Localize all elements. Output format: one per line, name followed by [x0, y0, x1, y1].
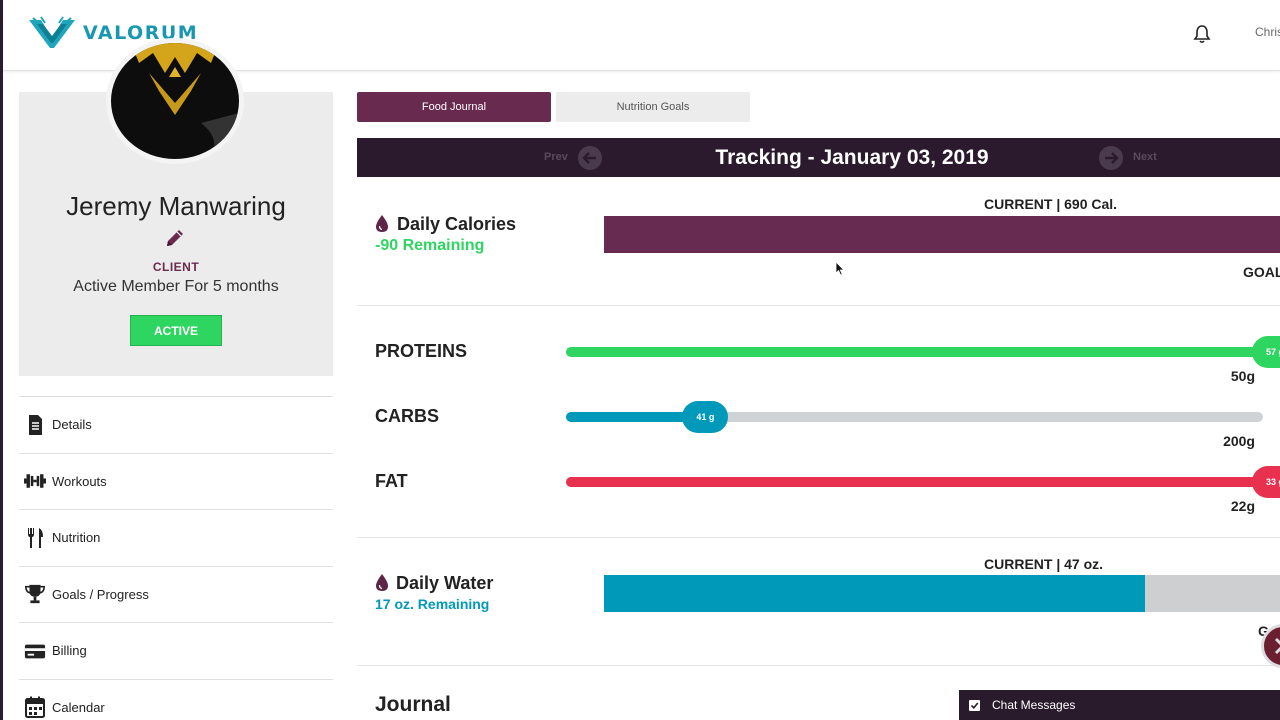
sidebar-item-label: Workouts [52, 473, 107, 489]
sidebar-item-label: Calendar [52, 699, 105, 715]
active-status-button[interactable]: ACTIVE [130, 315, 222, 346]
fat-progress-fill [566, 477, 1263, 487]
profile-name: Jeremy Manwaring [66, 191, 286, 221]
daily-calories-title: Daily Calories [397, 214, 517, 234]
carbs-label: CARBS [375, 406, 440, 426]
chat-messages-bar[interactable]: Chat Messages [959, 690, 1280, 720]
pencil-icon[interactable] [163, 226, 187, 250]
credit-card-icon [18, 640, 52, 662]
document-icon [18, 414, 52, 436]
chat-checkbox-icon[interactable] [969, 699, 980, 711]
proteins-label: PROTEINS [375, 341, 468, 361]
calendar-icon [18, 696, 52, 719]
user-name[interactable]: Chris [1255, 25, 1280, 39]
sidebar-item-workouts[interactable]: Workouts [18, 452, 333, 510]
water-progress-bar [604, 575, 1280, 612]
arrow-left-circle-icon[interactable] [577, 145, 603, 171]
calories-progress-fill [604, 216, 1280, 253]
bell-icon[interactable] [1193, 24, 1211, 44]
water-goal-label: G [1258, 623, 1269, 639]
carbs-current-badge[interactable]: 41 g [682, 401, 729, 433]
section-divider [357, 665, 1280, 666]
sidebar-item-label: Billing [52, 643, 87, 659]
carbs-progress-fill [566, 412, 706, 422]
tab-food-journal[interactable]: Food Journal [357, 92, 551, 122]
calories-progress-bar [604, 216, 1280, 253]
tracking-date-bar: Prev Tracking - January 03, 2019 Next [357, 138, 1280, 177]
trophy-icon [18, 583, 52, 605]
profile-role: CLIENT [152, 260, 200, 274]
proteins-goal: 50g [1230, 368, 1255, 384]
drop-icon [376, 215, 388, 232]
fat-current-badge[interactable]: 33 g [1252, 466, 1280, 498]
fat-progress-bar: 33 g [566, 466, 1280, 498]
close-icon [1274, 637, 1280, 655]
membership-duration: Active Member For 5 months [73, 278, 279, 295]
chat-messages-label: Chat Messages [992, 698, 1076, 712]
calories-remaining: -90 Remaining [375, 237, 485, 254]
chat-launcher-button[interactable] [1261, 624, 1280, 668]
carbs-progress-bar: 41 g [566, 401, 1263, 433]
sidebar-item-calendar[interactable]: Calendar [18, 678, 333, 720]
sidebar-item-nutrition[interactable]: Nutrition [19, 509, 333, 566]
next-day-label[interactable]: Next [1133, 151, 1157, 163]
fat-label: FAT [375, 471, 408, 491]
prev-day-label[interactable]: Prev [544, 151, 568, 163]
sidebar-item-label: Goals / Progress [52, 586, 149, 602]
section-divider [357, 537, 1280, 538]
valorum-logo-icon [29, 16, 75, 48]
fat-goal: 22g [1230, 498, 1255, 514]
crest-emblem-icon [131, 43, 239, 159]
drop-icon [376, 574, 388, 591]
dumbbell-icon [18, 470, 52, 492]
sidebar-item-goals-progress[interactable]: Goals / Progress [18, 565, 333, 623]
tracking-title: Tracking - January 03, 2019 [715, 146, 989, 169]
calories-current: CURRENT | 690 Cal. [984, 196, 1118, 212]
sidebar-item-label: Nutrition [52, 530, 101, 546]
sidebar-item-details[interactable]: Details [19, 396, 333, 453]
tab-nutrition-goals[interactable]: Nutrition Goals [556, 92, 750, 122]
carbs-goal: 200g [1223, 433, 1255, 449]
arrow-right-circle-icon[interactable] [1098, 145, 1124, 171]
sidebar-item-label: Details [52, 417, 92, 433]
sidebar-item-billing[interactable]: Billing [19, 622, 333, 679]
proteins-current-badge[interactable]: 57 g [1252, 336, 1280, 368]
mouse-cursor-icon [835, 261, 845, 276]
window-edge [0, 0, 3, 720]
journal-title: Journal [375, 693, 451, 716]
section-divider [357, 305, 1280, 306]
water-remaining: 17 oz. Remaining [375, 596, 490, 612]
water-current: CURRENT | 47 oz. [984, 556, 1104, 572]
sidebar-nav: Details Workouts Nutrition Goals / Progr… [19, 396, 333, 720]
proteins-progress-fill [566, 347, 1263, 357]
fork-knife-icon [18, 527, 52, 549]
avatar[interactable] [106, 38, 244, 164]
proteins-progress-bar: 57 g [566, 336, 1280, 368]
water-progress-fill [604, 575, 1145, 612]
calories-goal-label: GOAL [1243, 264, 1280, 280]
daily-water-title: Daily Water [396, 573, 494, 593]
